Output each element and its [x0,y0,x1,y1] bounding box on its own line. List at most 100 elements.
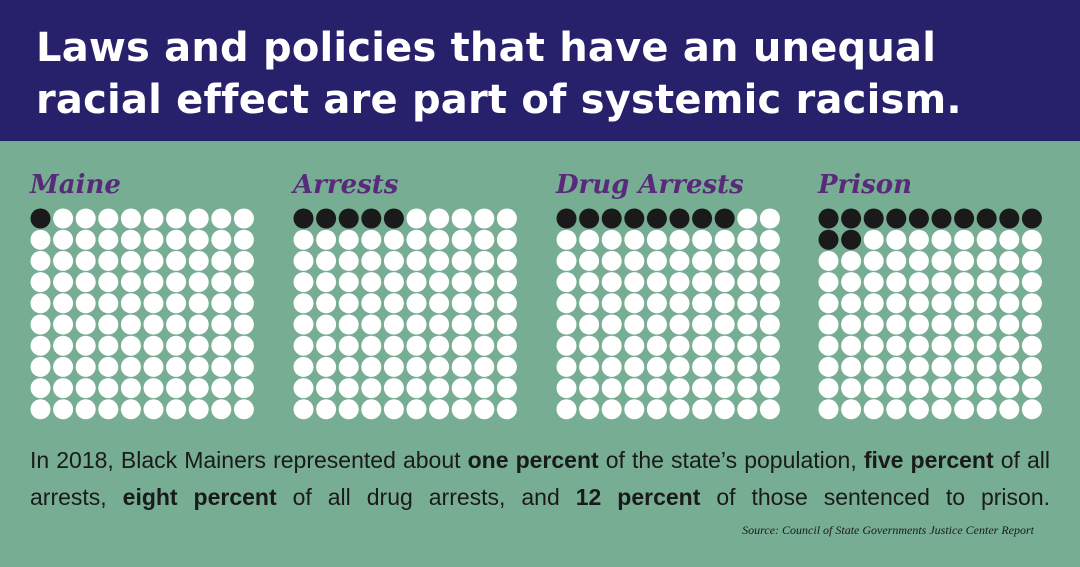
waffle-dot-empty [406,356,427,377]
waffle-dot-empty [737,335,758,356]
waffle-dot-empty [737,272,758,293]
waffle-dot-empty [293,335,314,356]
waffle-dot-empty [53,208,74,229]
waffle-dot-empty [406,272,427,293]
caption-text: of all drug arrests, and [276,484,576,510]
waffle-dot-empty [999,250,1020,271]
waffle-dot-empty [931,378,952,399]
waffle-dot-empty [714,378,735,399]
waffle-dot-empty [841,272,862,293]
waffle-dot-empty [669,250,690,271]
waffle-dot-empty [406,250,427,271]
waffle-dot-empty [886,272,907,293]
waffle-dot-empty [931,229,952,250]
waffle-dot-filled [601,208,622,229]
waffle-dot-empty [579,293,600,314]
waffle-dot-empty [692,250,713,271]
waffle-dot-empty [886,229,907,250]
panel-title-maine: Maine [30,170,121,200]
waffle-dot-empty [976,399,997,420]
waffle-dot-empty [474,229,495,250]
waffle-dot-empty [863,378,884,399]
waffle-dot-empty [601,293,622,314]
waffle-dot-empty [474,335,495,356]
waffle-dot-empty [30,399,51,420]
waffle-dot-empty [338,272,359,293]
waffle-dot-empty [931,356,952,377]
waffle-dot-empty [624,378,645,399]
waffle-dot-empty [211,335,232,356]
waffle-dot-empty [976,378,997,399]
waffle-dot-empty [818,272,839,293]
waffle-dot-empty [120,250,141,271]
waffle-dot-empty [646,378,667,399]
waffle-dot-empty [579,378,600,399]
waffle-dot-empty [886,356,907,377]
waffle-dot-empty [999,378,1020,399]
waffle-dot-empty [496,293,517,314]
waffle-dot-empty [233,378,254,399]
waffle-dot-empty [361,314,382,335]
waffle-dot-filled [30,208,51,229]
waffle-dot-empty [759,208,780,229]
waffle-dot-filled [624,208,645,229]
waffle-dot-empty [451,293,472,314]
waffle-dot-empty [908,378,929,399]
waffle-dot-empty [931,272,952,293]
waffle-dot-empty [53,378,74,399]
waffle-dot-empty [211,378,232,399]
waffle-dot-empty [406,208,427,229]
waffle-dot-empty [188,272,209,293]
waffle-dot-empty [759,229,780,250]
waffle-dot-empty [233,335,254,356]
waffle-dot-empty [1021,356,1042,377]
waffle-dot-empty [293,229,314,250]
page-title: Laws and policies that have an unequal r… [36,22,962,126]
caption-highlight: eight percent [122,484,277,510]
waffle-dot-empty [954,293,975,314]
caption-text: of those sentenced to prison. [700,484,1051,510]
waffle-dot-empty [624,356,645,377]
waffle-dot-empty [579,335,600,356]
waffle-dot-empty [841,293,862,314]
source-note: Source: Council of State Governments Jus… [742,523,1034,537]
waffle-dot-empty [669,335,690,356]
waffle-dot-empty [166,229,187,250]
waffle-dot-empty [338,378,359,399]
waffle-chart-prison [818,208,1042,420]
waffle-dot-empty [496,335,517,356]
waffle-dot-filled [999,208,1020,229]
waffle-dot-empty [669,399,690,420]
waffle-dot-filled [908,208,929,229]
waffle-dot-empty [429,335,450,356]
waffle-dot-filled [714,208,735,229]
waffle-dot-empty [316,399,337,420]
waffle-dot-empty [143,229,164,250]
waffle-dot-empty [886,378,907,399]
waffle-dot-empty [120,356,141,377]
waffle-dot-empty [1021,293,1042,314]
waffle-dot-empty [316,335,337,356]
waffle-dot-empty [406,335,427,356]
waffle-dot-empty [188,250,209,271]
waffle-dot-empty [53,335,74,356]
waffle-dot-empty [496,378,517,399]
waffle-dot-filled [383,208,404,229]
waffle-chart-maine [30,208,254,420]
waffle-dot-empty [1021,335,1042,356]
waffle-dot-empty [863,356,884,377]
waffle-dot-filled [669,208,690,229]
waffle-dot-empty [999,229,1020,250]
waffle-dot-empty [188,314,209,335]
waffle-dot-empty [166,293,187,314]
waffle-dot-empty [383,250,404,271]
waffle-dot-empty [233,272,254,293]
waffle-dot-empty [188,378,209,399]
waffle-dot-empty [233,250,254,271]
waffle-dot-empty [451,335,472,356]
waffle-dot-empty [818,378,839,399]
waffle-dot-empty [931,399,952,420]
waffle-dot-empty [908,335,929,356]
waffle-dot-empty [406,293,427,314]
waffle-dot-empty [496,272,517,293]
